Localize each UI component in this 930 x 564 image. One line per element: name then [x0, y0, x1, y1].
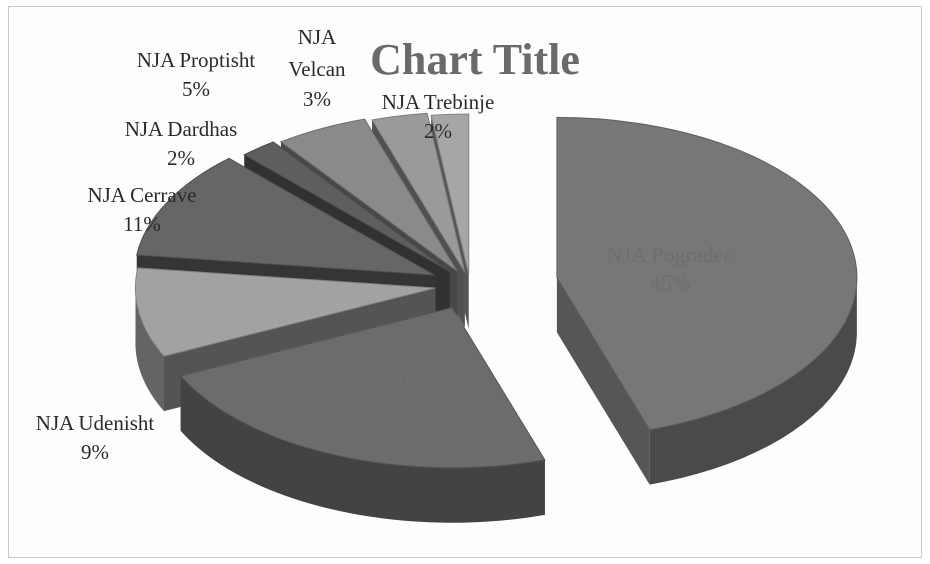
pie-slice-top — [279, 118, 458, 272]
chart-title: Chart Title — [370, 35, 580, 84]
label-dardhas-name: NJA Dardhas — [125, 117, 238, 141]
pie-slice-wall — [556, 277, 650, 485]
label-bocimas-name: NJA Bocimas — [312, 364, 434, 389]
label-pogradec-name: NJA Pogradec — [607, 242, 734, 267]
pie-slice-nja-bocimas — [179, 307, 546, 523]
pie-slice-top — [430, 113, 470, 275]
pie-slice-nja-pogradec — [556, 116, 858, 485]
label-pogradec-value: 45% — [650, 270, 690, 295]
pie-slice-top — [556, 116, 858, 431]
label-velcan-name: Velcan — [288, 57, 346, 81]
label-udenisht-value: 9% — [81, 440, 109, 464]
label-proptisht-name: NJA Proptisht — [137, 48, 256, 72]
pie-slice-top — [136, 157, 435, 276]
label-trebinje-name: NJA Trebinje — [382, 90, 495, 114]
pie-slice-top — [134, 267, 436, 357]
label-cerrave-value: 11% — [123, 212, 161, 236]
pie-slice-top — [371, 112, 466, 273]
label-dardhas-value: 2% — [167, 146, 195, 170]
pie-slice-side — [649, 280, 857, 485]
label-proptisht-value: 5% — [182, 77, 210, 101]
pie-slices — [134, 112, 858, 523]
label-trebinje-value: 2% — [424, 119, 452, 143]
pie-slice-side — [180, 375, 545, 523]
label-udenisht-name: NJA Udenisht — [36, 411, 155, 435]
label-bocimas-value: 23% — [353, 392, 393, 417]
pie-slice-top — [179, 307, 546, 469]
pie-slice-side — [135, 284, 164, 412]
label-cerrave-name: NJA Cerrave — [87, 183, 196, 207]
pie-slice-top — [243, 141, 450, 272]
label-velcan-prefix: NJA — [298, 25, 337, 49]
label-velcan-value: 3% — [303, 87, 331, 111]
